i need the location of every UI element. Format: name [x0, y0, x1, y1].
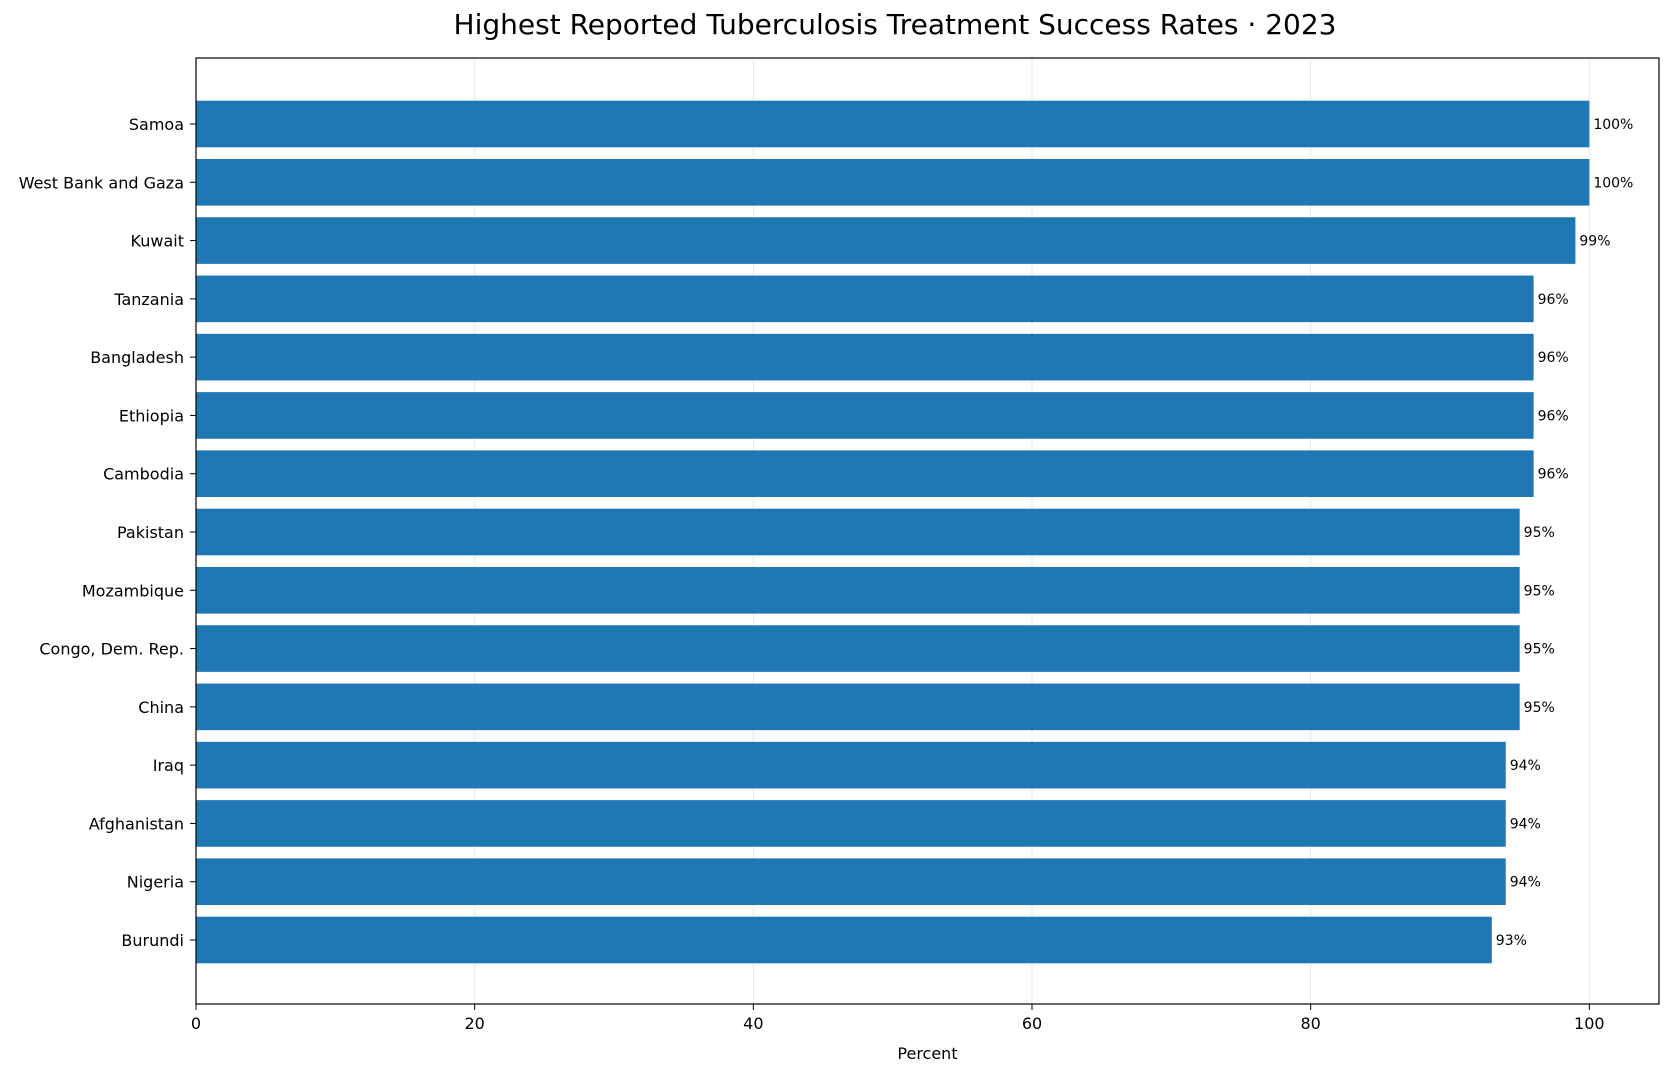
bar-value-label: 99% [1579, 234, 1610, 250]
bar-value-label: 94% [1510, 875, 1541, 891]
data-labels: 100% 100% 99% 96% 96% 96% 96% 95% 95% 95% 95% 94% 94… [1496, 117, 1634, 949]
bar-value-label: 95% [1524, 525, 1555, 541]
bar-value-label: 94% [1510, 816, 1541, 832]
y-tick-label: Ethiopia [119, 406, 184, 425]
bar [196, 100, 1590, 148]
x-tick-label: 60 [1022, 1014, 1042, 1033]
bar [196, 392, 1534, 439]
bar-value-label: 100% [1593, 117, 1633, 133]
bar [196, 858, 1506, 906]
y-tick-label: Samoa [129, 115, 184, 134]
y-tick-label: Afghanistan [89, 814, 184, 833]
bar-value-label: 100% [1593, 175, 1633, 191]
bar [196, 450, 1534, 498]
y-tick-label: Bangladesh [90, 348, 184, 367]
x-axis-ticks: 0 20 40 60 80 100 [191, 1004, 1605, 1033]
y-tick-label: Kuwait [131, 232, 184, 251]
bar-value-label: 96% [1538, 292, 1569, 308]
y-axis-ticks: Samoa West Bank and Gaza Kuwait Tanzania Ban… [19, 115, 196, 950]
x-tick-label: 100 [1574, 1014, 1605, 1033]
bar-value-label: 95% [1524, 583, 1555, 599]
bar [196, 683, 1520, 731]
bar [196, 800, 1506, 847]
chart-title: Highest Reported Tuberculosis Treatment … [454, 8, 1337, 41]
bars [196, 100, 1590, 964]
y-tick-label: Congo, Dem. Rep. [39, 640, 184, 659]
y-tick-label: Pakistan [117, 523, 184, 542]
bar [196, 508, 1520, 556]
x-tick-label: 40 [743, 1014, 763, 1033]
x-tick-label: 20 [464, 1014, 484, 1033]
bar [196, 625, 1520, 672]
y-tick-label: Mozambique [82, 581, 184, 600]
bar-value-label: 96% [1538, 467, 1569, 483]
bar [196, 916, 1492, 964]
bar-value-label: 95% [1524, 700, 1555, 716]
y-tick-label: West Bank and Gaza [19, 173, 184, 192]
bar [196, 741, 1506, 789]
plot-frame [195, 57, 1660, 1005]
bar-value-label: 95% [1524, 642, 1555, 658]
x-tick-label: 80 [1300, 1014, 1320, 1033]
bar [196, 333, 1534, 381]
y-tick-label: Iraq [153, 756, 184, 775]
x-tick-label: 0 [191, 1014, 201, 1033]
bar-value-label: 94% [1510, 758, 1541, 774]
bar [196, 158, 1590, 206]
y-tick-label: Nigeria [127, 873, 184, 892]
bar [196, 566, 1520, 614]
bar [196, 275, 1534, 323]
x-axis-label: Percent [897, 1044, 957, 1063]
bar [196, 217, 1576, 264]
y-tick-label: Cambodia [103, 465, 184, 484]
bar-value-label: 93% [1496, 933, 1527, 949]
bar-value-label: 96% [1538, 350, 1569, 366]
y-tick-label: China [138, 698, 184, 717]
y-tick-label: Burundi [121, 931, 184, 950]
y-tick-label: Tanzania [113, 290, 184, 309]
bar-value-label: 96% [1538, 408, 1569, 424]
